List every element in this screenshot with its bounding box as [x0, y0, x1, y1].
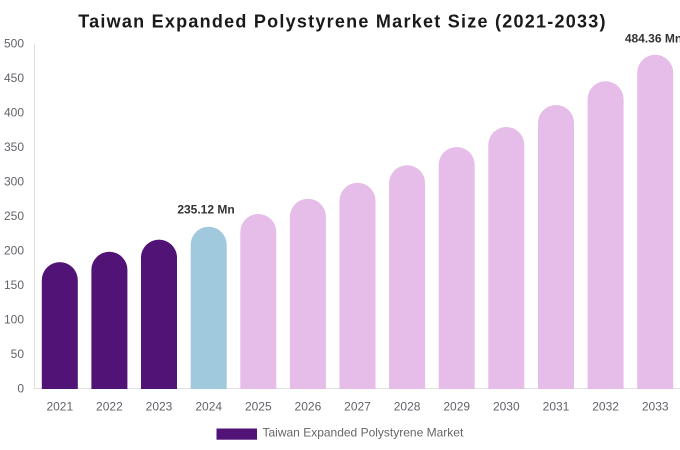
svg-text:2029: 2029 [443, 400, 470, 414]
svg-text:2032: 2032 [592, 400, 619, 414]
svg-text:2026: 2026 [295, 400, 322, 414]
svg-text:250: 250 [4, 209, 24, 223]
svg-text:2033: 2033 [642, 400, 669, 414]
svg-text:500: 500 [4, 37, 24, 51]
svg-text:2028: 2028 [394, 400, 421, 414]
svg-text:2025: 2025 [245, 400, 272, 414]
svg-text:2024: 2024 [195, 400, 222, 414]
svg-text:300: 300 [4, 175, 24, 189]
svg-text:0: 0 [17, 382, 24, 396]
svg-text:2027: 2027 [344, 400, 371, 414]
svg-text:Taiwan Expanded Polystyrene Ma: Taiwan Expanded Polystyrene Market Size … [78, 11, 607, 31]
svg-text:2022: 2022 [96, 400, 123, 414]
svg-text:450: 450 [4, 71, 24, 85]
svg-text:2031: 2031 [543, 400, 570, 414]
svg-text:235.12 Mn: 235.12 Mn [177, 203, 234, 217]
svg-text:150: 150 [4, 278, 24, 292]
svg-text:2023: 2023 [146, 400, 173, 414]
svg-text:350: 350 [4, 140, 24, 154]
svg-text:200: 200 [4, 244, 24, 258]
svg-text:100: 100 [4, 313, 24, 327]
svg-text:484.36 Mn: 484.36 Mn [625, 32, 680, 46]
svg-text:400: 400 [4, 106, 24, 120]
svg-text:50: 50 [11, 347, 25, 361]
svg-text:2030: 2030 [493, 400, 520, 414]
svg-text:2021: 2021 [46, 400, 73, 414]
svg-text:Taiwan Expanded Polystyrene Ma: Taiwan Expanded Polystyrene Market [263, 426, 464, 440]
